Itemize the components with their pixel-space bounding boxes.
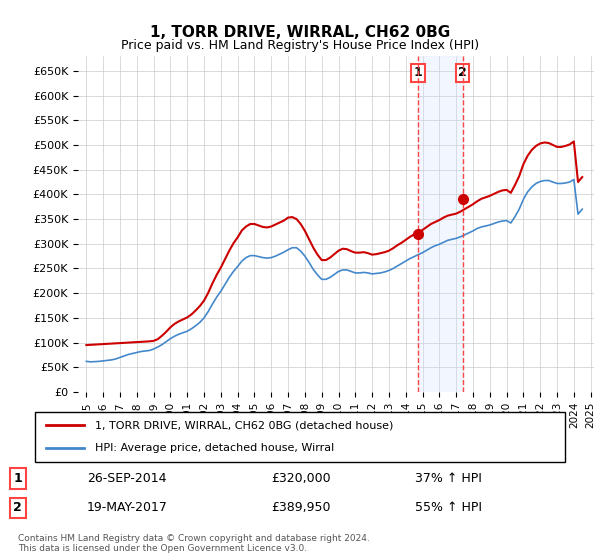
Text: Contains HM Land Registry data © Crown copyright and database right 2024.
This d: Contains HM Land Registry data © Crown c… bbox=[18, 534, 370, 553]
Text: 26-SEP-2014: 26-SEP-2014 bbox=[87, 472, 166, 485]
Text: 1: 1 bbox=[414, 66, 422, 79]
Text: 19-MAY-2017: 19-MAY-2017 bbox=[87, 501, 168, 515]
Text: 37% ↑ HPI: 37% ↑ HPI bbox=[415, 472, 482, 485]
Bar bbox=[418, 56, 463, 392]
Text: £320,000: £320,000 bbox=[271, 472, 331, 485]
Text: 1, TORR DRIVE, WIRRAL, CH62 0BG: 1, TORR DRIVE, WIRRAL, CH62 0BG bbox=[150, 25, 450, 40]
Text: Price paid vs. HM Land Registry's House Price Index (HPI): Price paid vs. HM Land Registry's House … bbox=[121, 39, 479, 52]
FancyBboxPatch shape bbox=[35, 412, 565, 462]
Text: 1, TORR DRIVE, WIRRAL, CH62 0BG (detached house): 1, TORR DRIVE, WIRRAL, CH62 0BG (detache… bbox=[95, 420, 393, 430]
Text: £389,950: £389,950 bbox=[271, 501, 331, 515]
Text: 2: 2 bbox=[458, 66, 467, 79]
Text: 55% ↑ HPI: 55% ↑ HPI bbox=[415, 501, 482, 515]
Text: 1: 1 bbox=[13, 472, 22, 485]
Text: 2: 2 bbox=[13, 501, 22, 515]
Text: HPI: Average price, detached house, Wirral: HPI: Average price, detached house, Wirr… bbox=[95, 444, 334, 454]
